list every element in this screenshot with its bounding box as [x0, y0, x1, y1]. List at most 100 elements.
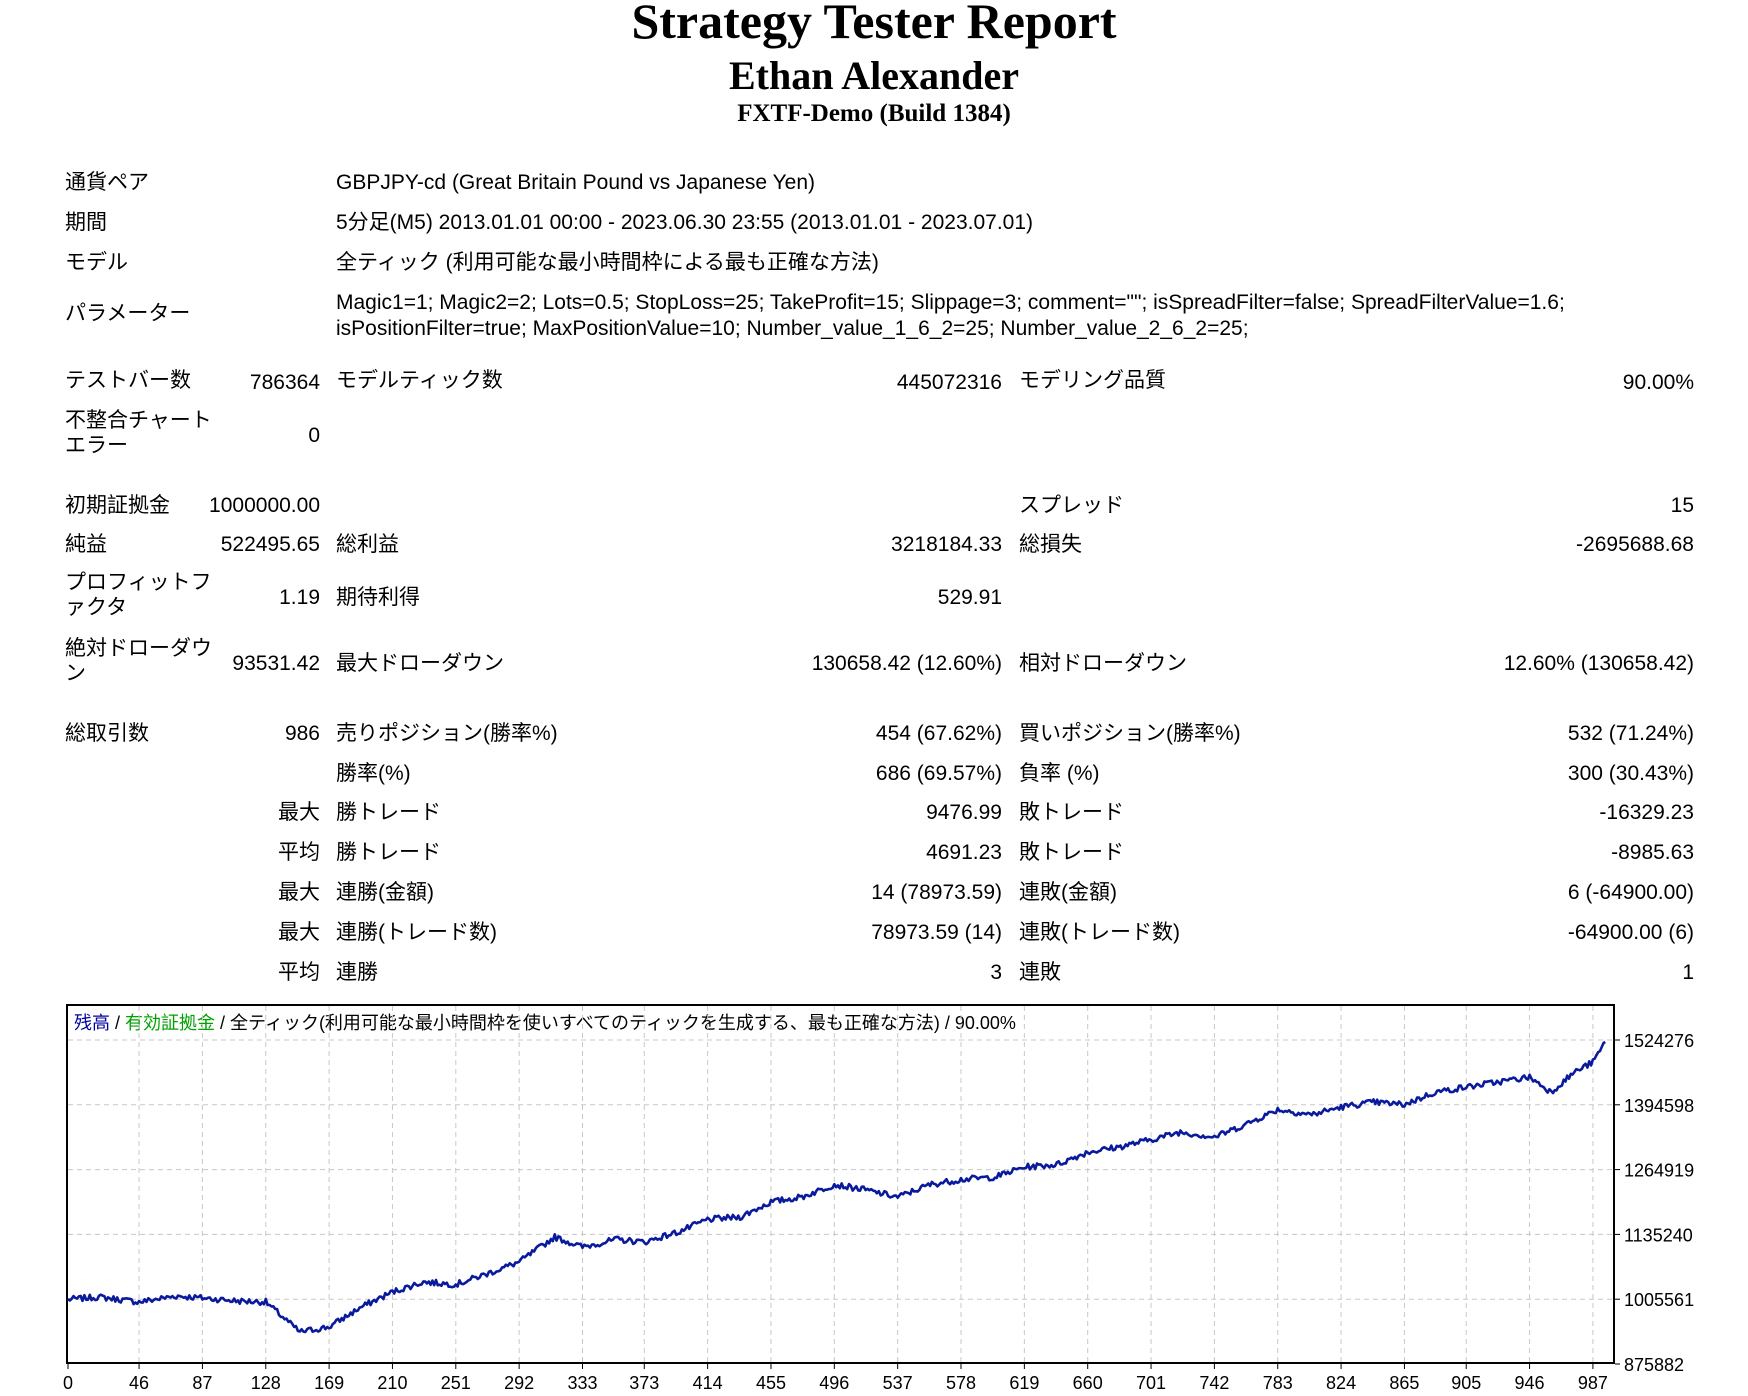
x-tick-label: 742: [1199, 1373, 1229, 1393]
x-tick-label: 701: [1136, 1373, 1166, 1393]
x-tick-label: 987: [1578, 1373, 1608, 1393]
avg-consec-wins-label: 連勝: [336, 961, 378, 984]
short-positions-label: 売りポジション(勝率%): [336, 722, 558, 745]
x-tick-label: 946: [1515, 1373, 1545, 1393]
largest-prefix: 最大: [278, 801, 320, 824]
largest-win-value: 9476.99: [926, 801, 1002, 824]
quality-value: 90.00%: [1622, 371, 1694, 394]
x-tick-label: 128: [251, 1373, 281, 1393]
x-tick-label: 578: [946, 1373, 976, 1393]
total-trades-value: 986: [284, 722, 320, 745]
gross-profit-label: 総利益: [336, 533, 399, 556]
x-tick-label: 660: [1073, 1373, 1103, 1393]
symbol-value: GBPJPY-cd (Great Britain Pound vs Japane…: [336, 171, 816, 194]
short-positions-value: 454 (67.62%): [875, 722, 1002, 745]
y-tick-label: 1394598: [1624, 1096, 1694, 1116]
abs-drawdown-value: 93531.42: [232, 652, 320, 675]
max-consec-count-prefix: 最大: [278, 921, 320, 944]
max-consec-losses-money-value: 6 (-64900.00): [1567, 881, 1694, 904]
params-label: パラメーター: [65, 302, 191, 325]
largest-win-label: 勝トレード: [336, 801, 441, 824]
x-tick-label: 905: [1451, 1373, 1481, 1393]
params-line-2: isPositionFilter=true; MaxPositionValue=…: [336, 317, 1249, 340]
avg-win-label: 勝トレード: [336, 841, 441, 864]
avg-loss-label: 敗トレード: [1019, 841, 1124, 864]
gross-profit-value: 3218184.33: [891, 533, 1002, 556]
spread-value: 15: [1670, 494, 1694, 517]
legend-separator: /: [110, 1013, 126, 1033]
x-tick-label: 46: [129, 1373, 149, 1393]
profit-factor-value: 1.19: [279, 586, 320, 609]
report-title: Strategy Tester Report: [631, 0, 1117, 49]
win-rate-label: 勝率(%): [336, 762, 411, 785]
spread-label: スプレッド: [1019, 494, 1124, 517]
quality-label: モデリング品質: [1019, 369, 1166, 392]
y-tick-label: 875882: [1624, 1355, 1684, 1375]
max-consec-wins-count-label: 連勝(トレード数): [336, 921, 497, 944]
total-trades-label: 総取引数: [65, 722, 149, 745]
legend-balance: 残高: [74, 1013, 110, 1033]
x-tick-label: 87: [192, 1373, 212, 1393]
win-rate-value: 686 (69.57%): [875, 762, 1002, 785]
ticks-value: 445072316: [896, 371, 1002, 394]
x-tick-label: 824: [1326, 1373, 1356, 1393]
chart-legend: 残高 / 有効証拠金 / 全ティック(利用可能な最小時間枠を使いすべてのティック…: [74, 1009, 1016, 1035]
x-tick-label: 865: [1389, 1373, 1419, 1393]
max-consec-losses-count-value: -64900.00 (6): [1567, 921, 1694, 944]
max-consec-losses-money-label: 連敗(金額): [1019, 881, 1117, 904]
max-consec-money-prefix: 最大: [278, 881, 320, 904]
mismatch-value: 0: [308, 424, 320, 447]
legend-equity: 有効証拠金: [125, 1013, 216, 1033]
long-positions-label: 買いポジション(勝率%): [1019, 722, 1241, 745]
period-label: 期間: [65, 211, 107, 234]
expected-payoff-value: 529.91: [937, 586, 1002, 609]
y-tick-label: 1264919: [1624, 1161, 1694, 1181]
x-tick-label: 0: [63, 1373, 73, 1393]
largest-loss-label: 敗トレード: [1019, 801, 1124, 824]
mismatch-label: 不整合チャートエラー: [65, 409, 212, 457]
avg-consec-losses-label: 連敗: [1019, 961, 1061, 984]
bars-label: テストバー数: [65, 369, 191, 392]
max-drawdown-value: 130658.42 (12.60%): [811, 652, 1002, 675]
rel-drawdown-label: 相対ドローダウン: [1019, 652, 1187, 675]
max-consec-wins-money-value: 14 (78973.59): [871, 881, 1002, 904]
largest-loss-value: -16329.23: [1599, 801, 1694, 824]
legend-model-text: / 全ティック(利用可能な最小時間枠を使いすべてのティックを生成する、最も正確な…: [215, 1013, 1016, 1033]
ticks-label: モデルティック数: [336, 369, 503, 392]
bars-value: 786364: [249, 371, 320, 394]
balance-line: [67, 1040, 1606, 1334]
long-positions-value: 532 (71.24%): [1567, 722, 1694, 745]
model-value: 全ティック (利用可能な最小時間枠による最も正確な方法): [336, 251, 879, 274]
max-consec-wins-money-label: 連勝(金額): [336, 881, 434, 904]
x-tick-label: 292: [504, 1373, 534, 1393]
symbol-label: 通貨ペア: [65, 171, 149, 194]
gross-loss-label: 総損失: [1019, 533, 1082, 556]
params-line-1: Magic1=1; Magic2=2; Lots=0.5; StopLoss=2…: [336, 291, 1565, 314]
report-author: Ethan Alexander: [728, 53, 1020, 98]
x-tick-label: 373: [629, 1373, 659, 1393]
period-value: 5分足(M5) 2013.01.01 00:00 - 2023.06.30 23…: [336, 211, 1033, 234]
x-tick-label: 414: [693, 1373, 723, 1393]
avg-consec-wins-value: 3: [990, 961, 1002, 984]
x-tick-label: 455: [756, 1373, 786, 1393]
y-tick-label: 1135240: [1624, 1225, 1693, 1245]
profit-factor-label: プロフィットファクタ: [65, 571, 212, 619]
average-prefix: 平均: [278, 841, 320, 864]
x-tick-label: 251: [441, 1373, 471, 1393]
avg-consec-losses-value: 1: [1682, 961, 1694, 984]
net-value: 522495.65: [220, 533, 320, 556]
report-build: FXTF-Demo (Build 1384): [737, 100, 1011, 127]
x-tick-label: 496: [819, 1373, 849, 1393]
x-tick-label: 783: [1263, 1373, 1293, 1393]
x-tick-label: 537: [883, 1373, 913, 1393]
y-tick-label: 1524276: [1624, 1031, 1694, 1051]
loss-rate-value: 300 (30.43%): [1567, 762, 1694, 785]
y-tick-label: 1005561: [1624, 1290, 1694, 1310]
avg-loss-value: -8985.63: [1611, 841, 1694, 864]
max-consec-wins-count-value: 78973.59 (14): [871, 921, 1002, 944]
x-tick-label: 333: [567, 1373, 597, 1393]
x-tick-label: 210: [377, 1373, 407, 1393]
deposit-value: 1000000.00: [209, 494, 320, 517]
avg-consec-prefix: 平均: [278, 961, 320, 984]
